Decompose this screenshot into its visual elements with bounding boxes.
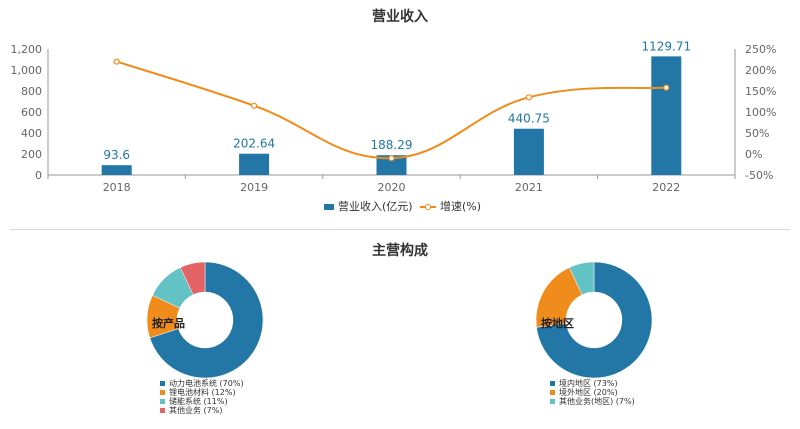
product-slice [152,267,194,309]
revenue-bar-label: 93.6 [103,148,130,162]
right-axis-tick-label: 250% [745,43,776,56]
right-axis-tick-label: 0% [745,148,762,161]
x-axis-tick-label: 2022 [652,181,680,194]
region-legend-swatch [550,381,555,386]
x-axis-tick-label: 2020 [378,181,406,194]
growth-rate-point [388,155,395,162]
revenue-bar [513,128,544,175]
region-legend-label: 境内地区 (73%) [559,379,618,388]
product-legend-label: 储能系统 (11%) [169,397,228,406]
revenue-chart-title: 营业收入 [372,9,428,25]
product-legend-label: 其他业务 (7%) [169,406,223,415]
left-axis-tick-label: 200 [21,148,42,161]
region-slice [568,261,595,295]
right-axis-tick-label: 50% [745,127,769,140]
region-legend-item: 境外地区 (20%) [550,388,635,397]
product-legend-label: 动力电池系统 (70%) [169,379,244,388]
revenue-bar [376,155,407,175]
left-axis-tick-label: 1,000 [11,64,43,77]
product-legend-swatch [160,381,165,386]
composition-title: 主营构成 [372,243,428,259]
left-axis-tick-label: 400 [21,127,42,140]
right-axis-tick-label: 100% [745,106,776,119]
legend-revenue-swatch [324,204,334,210]
region-legend-swatch [550,390,555,395]
left-axis-tick-label: 1,200 [11,43,43,56]
region-legend-label: 其他业务(地区) (7%) [559,397,635,406]
region-donut-center-label: 按地区 [541,317,574,330]
region-legend-swatch [550,399,555,404]
revenue-bar [651,56,682,176]
right-axis-tick-label: -50% [745,169,773,182]
product-legend-item: 锂电池材料 (12%) [160,388,244,397]
product-legend-label: 锂电池材料 (12%) [169,388,236,397]
growth-rate-point [663,84,670,91]
region-legend-item: 其他业务(地区) (7%) [550,397,635,406]
revenue-bar-label: 202.64 [233,137,275,151]
revenue-chart: 0 200 400 600 800 1,000 1,200 -50% 0% 50% 100% 150%… [11,39,777,213]
legend-growth-marker [425,204,431,210]
product-legend-swatch [160,390,165,395]
x-axis-tick-label: 2018 [103,181,131,194]
revenue-bar-label: 188.29 [371,138,413,152]
revenue-bar [239,153,270,175]
growth-rate-point [525,94,533,101]
legend-revenue-label: 营业收入(亿元) [338,199,413,213]
right-axis-tick-label: 150% [745,85,776,98]
product-legend-item: 动力电池系统 (70%) [160,379,244,388]
product-donut-center-label: 按产品 [152,317,185,330]
product-donut-legend: 动力电池系统 (70%) 锂电池材料 (12%) 储能系统 (11%) 其他业务 (7… [160,379,244,415]
left-axis-tick-label: 0 [35,169,42,182]
x-axis-tick-label: 2019 [240,181,268,194]
right-axis-tick-label: 200% [745,64,776,77]
product-slice [179,261,206,295]
x-axis-tick-label: 2021 [515,181,543,194]
growth-rate-point [251,102,258,109]
revenue-bar-label: 440.75 [508,112,550,126]
product-legend-swatch [160,408,165,413]
product-legend-swatch [160,399,165,404]
region-legend-label: 境外地区 (20%) [559,388,618,397]
left-axis-tick-label: 600 [21,106,42,119]
region-donut-legend: 境内地区 (73%) 境外地区 (20%) 其他业务(地区) (7%) [550,379,635,406]
product-legend-item: 其他业务 (7%) [160,406,244,415]
revenue-bar-label: 1129.71 [641,39,691,53]
region-legend-item: 境内地区 (73%) [550,379,635,388]
legend-growth-label: 增速(%) [440,199,481,213]
product-legend-item: 储能系统 (11%) [160,397,244,406]
growth-rate-point [113,58,120,65]
revenue-bar [101,165,132,175]
left-axis-tick-label: 800 [21,85,42,98]
section-divider [10,229,790,230]
